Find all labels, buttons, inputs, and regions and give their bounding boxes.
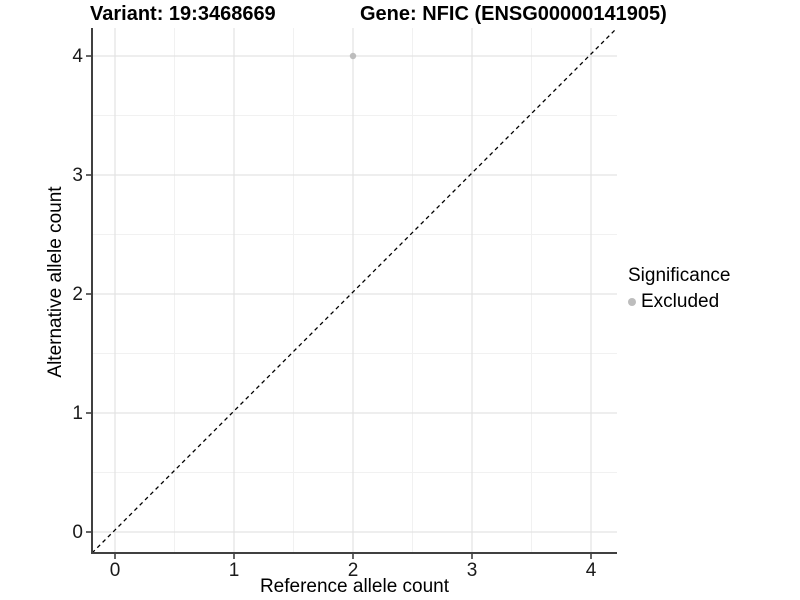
data-point-excluded: [349, 52, 357, 60]
x-tick-label: 0: [110, 560, 121, 581]
x-tick-label: 3: [467, 560, 478, 581]
identity-dashed-line: [91, 27, 618, 554]
y-tick-label: 4: [72, 46, 83, 67]
legend-item-label: Excluded: [641, 291, 720, 312]
y-axis-title: Alternative allele count: [45, 186, 66, 378]
x-tick-label: 4: [586, 560, 597, 581]
legend-title: Significance: [628, 265, 731, 286]
legend: Significance Excluded: [628, 265, 730, 313]
x-tick-label: 1: [229, 560, 240, 581]
title-gene: Gene: NFIC (ENSG00000141905): [360, 3, 667, 25]
excluded-point-icon: [628, 298, 636, 306]
x-tick-label: 2: [348, 560, 359, 581]
x-axis-title: Reference allele count: [259, 576, 450, 597]
y-tick-label: 2: [72, 284, 83, 305]
title-variant: Variant: 19:3468669: [90, 3, 276, 25]
y-tick-label: 3: [72, 165, 83, 186]
y-tick-label: 1: [72, 403, 83, 424]
y-tick-label: 0: [72, 522, 83, 543]
legend-item-excluded: Excluded: [628, 291, 730, 313]
